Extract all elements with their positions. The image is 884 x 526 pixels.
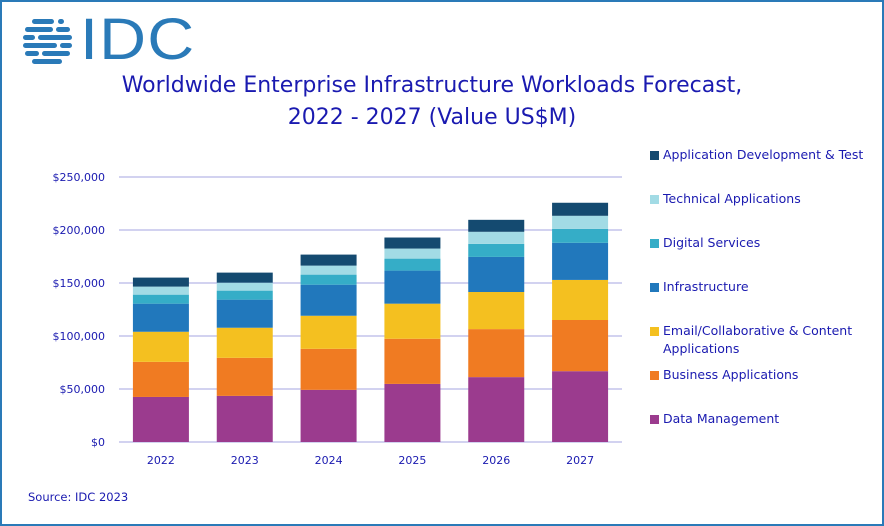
- bar-segment-data-management-2023: [216, 395, 273, 442]
- legend-swatch: [650, 371, 659, 380]
- x-tick-label: 2026: [482, 454, 510, 467]
- legend-swatch: [650, 151, 659, 160]
- bar-segment-digital-services-2023: [216, 290, 273, 300]
- logo-text: IDC: [80, 7, 196, 72]
- bar-segment-data-management-2026: [468, 377, 525, 442]
- chart-title-line-1: Worldwide Enterprise Infrastructure Work…: [121, 73, 743, 98]
- bar-segment-infrastructure-2026: [468, 256, 525, 293]
- chart-title-line-2: 2022 - 2027 (Value US$M): [287, 105, 577, 130]
- y-tick-label: $150,000: [53, 277, 106, 290]
- bar-segment-infrastructure-2027: [552, 242, 609, 280]
- bar-segment-technical-applications-2027: [552, 215, 609, 229]
- bar-stack-2027: [552, 202, 609, 442]
- y-axis-tick-labels: $0 $50,000 $100,000 $150,000 $200,000 $250,00…: [53, 171, 106, 449]
- bars: [132, 202, 609, 442]
- bar-segment-digital-services-2024: [300, 274, 357, 285]
- bar-segment-data-management-2027: [552, 371, 609, 442]
- bar-segment-technical-applications-2022: [132, 286, 189, 295]
- y-tick-label: $0: [91, 436, 105, 449]
- legend-label: Business Applications: [663, 367, 799, 382]
- legend-item: Application Development & Test: [650, 146, 880, 164]
- bar-segment-email-collaborative-content-applications-2027: [552, 279, 609, 320]
- bar-segment-business-applications-2027: [552, 319, 609, 372]
- bar-stack-2026: [468, 219, 525, 442]
- bar-segment-infrastructure-2025: [384, 270, 441, 304]
- bar-segment-infrastructure-2023: [216, 299, 273, 328]
- bar-segment-data-management-2024: [300, 389, 357, 442]
- x-axis-tick-labels: 2022 2023 2024 2025 2026 2027: [147, 454, 594, 467]
- stacked-bar-chart: $0 $50,000 $100,000 $150,000 $200,000 $250,00…: [53, 171, 622, 467]
- bar-segment-infrastructure-2022: [132, 303, 189, 332]
- bar-segment-business-applications-2023: [216, 357, 273, 396]
- bar-segment-technical-applications-2024: [300, 265, 357, 275]
- y-tick-label: $250,000: [53, 171, 106, 184]
- x-tick-label: 2024: [315, 454, 343, 467]
- bar-stack-2024: [300, 254, 357, 442]
- bar-stack-2023: [216, 272, 273, 442]
- legend-item: Data Management: [650, 410, 880, 428]
- bar-segment-business-applications-2026: [468, 329, 525, 378]
- bar-segment-application-development-test-2027: [552, 202, 609, 216]
- source-note: Source: IDC 2023: [28, 490, 129, 504]
- legend-swatch: [650, 415, 659, 424]
- bar-stack-2022: [132, 277, 189, 442]
- y-tick-label: $200,000: [53, 224, 106, 237]
- legend-item: Digital Services: [650, 234, 880, 252]
- bar-segment-business-applications-2024: [300, 348, 357, 390]
- y-tick-label: $100,000: [53, 330, 106, 343]
- globe-stripes-icon: [23, 19, 72, 64]
- x-tick-label: 2022: [147, 454, 175, 467]
- bar-segment-application-development-test-2025: [384, 237, 441, 249]
- bar-segment-data-management-2025: [384, 383, 441, 442]
- legend-label: Infrastructure: [663, 279, 749, 294]
- bar-segment-email-collaborative-content-applications-2022: [132, 331, 189, 362]
- bar-segment-email-collaborative-content-applications-2026: [468, 292, 525, 330]
- x-tick-label: 2025: [398, 454, 426, 467]
- x-tick-label: 2023: [231, 454, 259, 467]
- bar-segment-infrastructure-2024: [300, 284, 357, 316]
- bar-segment-business-applications-2022: [132, 361, 189, 397]
- bar-segment-digital-services-2022: [132, 294, 189, 304]
- legend-swatch: [650, 327, 659, 336]
- bar-segment-business-applications-2025: [384, 338, 441, 384]
- legend-item: Technical Applications: [650, 190, 880, 208]
- legend-label: Application Development & Test: [663, 147, 864, 162]
- legend-swatch: [650, 239, 659, 248]
- legend-label: Email/Collaborative & Content Applicatio…: [663, 323, 853, 356]
- legend-item: Business Applications: [650, 366, 880, 384]
- legend-swatch: [650, 195, 659, 204]
- bar-segment-email-collaborative-content-applications-2025: [384, 303, 441, 339]
- bar-segment-technical-applications-2023: [216, 282, 273, 291]
- bar-stack-2025: [384, 237, 441, 442]
- x-tick-label: 2027: [566, 454, 594, 467]
- bar-segment-email-collaborative-content-applications-2023: [216, 327, 273, 358]
- bar-segment-email-collaborative-content-applications-2024: [300, 315, 357, 349]
- idc-logo: IDC: [22, 10, 222, 70]
- bar-segment-technical-applications-2026: [468, 231, 525, 244]
- y-tick-label: $50,000: [60, 383, 106, 396]
- legend-item: Infrastructure: [650, 278, 880, 296]
- bar-segment-technical-applications-2025: [384, 248, 441, 259]
- bar-segment-application-development-test-2026: [468, 219, 525, 232]
- bar-segment-application-development-test-2023: [216, 272, 273, 283]
- bar-segment-digital-services-2026: [468, 243, 525, 257]
- bar-segment-digital-services-2027: [552, 228, 609, 243]
- bar-segment-application-development-test-2022: [132, 277, 189, 287]
- bar-segment-data-management-2022: [132, 396, 189, 442]
- bar-segment-digital-services-2025: [384, 258, 441, 271]
- legend-label: Technical Applications: [663, 191, 801, 206]
- gridlines: [119, 176, 622, 443]
- legend-swatch: [650, 283, 659, 292]
- legend-item: Email/Collaborative & Content Applicatio…: [650, 322, 880, 358]
- legend-label: Data Management: [663, 411, 780, 426]
- bar-segment-application-development-test-2024: [300, 254, 357, 266]
- legend-label: Digital Services: [663, 235, 761, 250]
